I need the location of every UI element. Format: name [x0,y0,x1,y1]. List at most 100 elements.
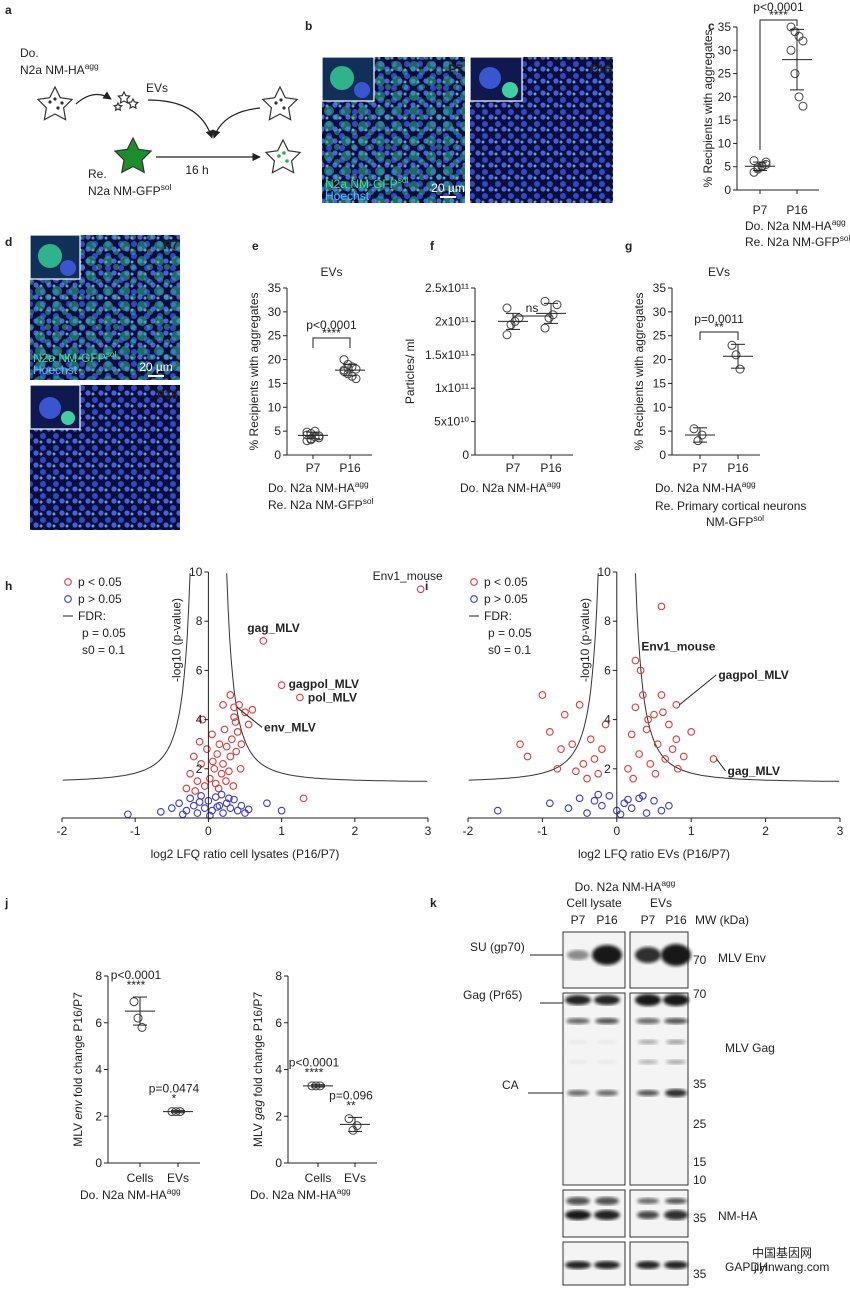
data-point [175,799,183,808]
fdr-curve [468,573,599,781]
data-point [214,784,223,793]
data-point [657,806,666,815]
y-tick-label: 25 [653,329,667,343]
recipient-cell [261,85,299,121]
bracket [759,19,798,150]
y-tick-label: 10 [189,565,203,579]
band [661,944,691,966]
data-point [627,804,636,813]
y-tick-label: 2x10¹¹ [435,314,469,328]
panel-label: h [5,579,12,593]
band [637,1198,659,1204]
x-tick-label: P7 [506,461,521,475]
y-tick-label: 0 [275,1156,282,1170]
data-point [222,799,231,808]
band [664,1018,688,1024]
labeled-point [259,637,268,645]
legend-label: s0 = 0.1 [488,643,531,657]
band [594,1261,620,1269]
band [567,1090,589,1096]
inset-cell [502,82,518,98]
y-axis-label: % Recipients with aggregates [632,292,646,450]
lane-label: P7 [641,913,656,927]
inset-cell [354,82,370,98]
y-tick-label: 20 [653,353,667,367]
band [635,947,661,963]
data-point [206,774,214,783]
data-point [186,769,194,778]
legend-label: FDR: [484,609,512,623]
data-point [672,735,681,744]
x-tick-label: P7 [306,461,321,475]
y-tick-label: 0 [95,1156,102,1170]
bracket [512,315,552,324]
data-point [237,801,246,810]
data-point [197,792,205,800]
inset-cell [330,66,354,90]
diagram-text-part: agg [85,61,99,71]
band [665,1198,687,1204]
panel-label: a [5,3,12,17]
data-point [679,752,688,761]
p-value: p<0.0001 [753,0,804,14]
data-point [231,718,240,726]
fdr-curve [634,573,840,782]
x-tick-label: 0 [205,824,212,838]
diagram-text-part: sol [161,182,172,192]
arrow [147,99,214,139]
leader-line [679,674,717,706]
aggregate [282,106,286,110]
legend-marker [470,595,478,603]
data-point [193,809,202,817]
chart-title: EVs [708,265,730,279]
data-point [548,310,558,320]
band [663,994,689,1006]
data-point [572,767,580,776]
panel-label: c [708,19,715,33]
significance: **** [769,8,788,22]
data-point [182,784,191,793]
data-point [222,742,231,751]
data-point [178,810,187,819]
blot-group: Cell lysate [566,896,622,910]
aggregate [48,100,52,104]
inset-cell [39,397,61,419]
x-axis-label-part: Do. N2a NM-HA [655,481,742,495]
mw-marker: 35 [693,1211,707,1225]
data-point [579,760,588,768]
data-point [693,436,703,446]
band [596,1090,618,1096]
p-value: p<0.0001 [289,1056,340,1070]
data-point [233,806,242,815]
data-point [226,752,235,761]
diagram-text: 16 h [185,163,208,177]
data-point [665,720,673,729]
band [637,1090,659,1096]
data-point [575,794,584,803]
band [664,1210,688,1220]
x-axis-label: Do. N2a NM-HAagg [268,479,369,495]
y-tick-label: 2 [196,762,203,776]
x-tick-label: 0 [613,824,620,838]
x-tick-label: 2 [762,824,769,838]
significance: ** [714,320,724,334]
aggregate [60,101,64,105]
aggregate [53,97,57,101]
inset-cell [38,244,62,268]
y-axis-label: % Recipients with aggregates [247,292,261,450]
y-axis-label: -log10 (p-value) [578,598,592,682]
x-tick-label: 2 [351,824,358,838]
y-tick-label: 10 [653,400,667,414]
band [595,1018,619,1024]
data-point [798,36,808,46]
panel-label: b [305,19,312,33]
bracket [312,337,351,348]
data-point [646,760,655,768]
data-point [753,163,763,173]
stain-label: Hoechst [33,363,78,377]
y-tick-label: 2.5x10¹¹ [425,281,469,295]
data-point [244,720,253,729]
x-axis-label-part: Re. Primary cortical neurons [655,499,806,513]
x-tick-label: -1 [537,824,548,838]
